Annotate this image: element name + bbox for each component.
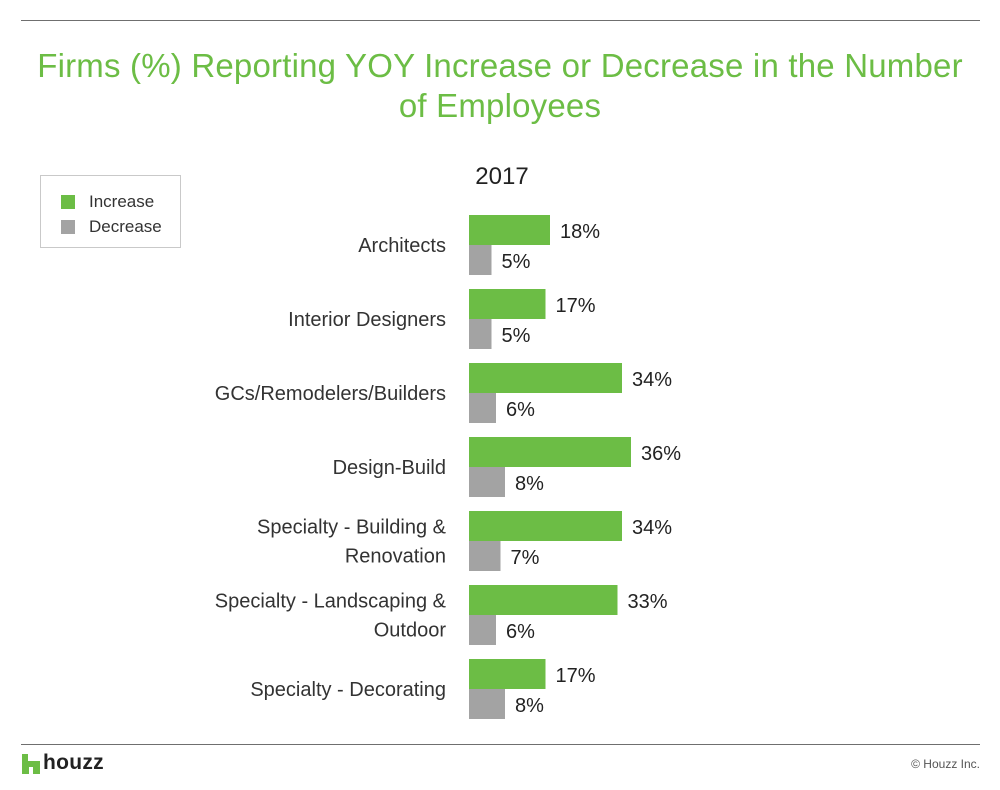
bar-increase <box>469 585 618 615</box>
legend-swatch-increase <box>61 195 75 209</box>
top-divider <box>21 20 980 21</box>
data-label-decrease: 5% <box>502 251 531 273</box>
bar-increase <box>469 363 622 393</box>
data-label-increase: 18% <box>560 221 600 243</box>
bar-increase <box>469 659 546 689</box>
bar-increase <box>469 437 631 467</box>
data-label-decrease: 8% <box>515 473 544 495</box>
data-label-decrease: 8% <box>515 695 544 717</box>
bar-decrease <box>469 393 496 423</box>
bar-decrease <box>469 467 505 497</box>
category-label: GCs/Remodelers/Builders <box>215 383 446 405</box>
data-label-increase: 34% <box>632 369 672 391</box>
legend: Increase Decrease <box>40 175 181 248</box>
bar-increase <box>469 511 622 541</box>
category-label: Specialty - Building & Renovation <box>257 517 447 568</box>
data-label-decrease: 5% <box>502 325 531 347</box>
bottom-divider <box>21 744 980 745</box>
houzz-icon <box>22 754 40 774</box>
bar-decrease <box>469 319 492 349</box>
page-title: Firms (%) Reporting YOY Increase or Decr… <box>37 47 963 124</box>
category-label: Architects <box>358 235 446 257</box>
bar-decrease <box>469 541 501 571</box>
category-label: Interior Designers <box>288 309 446 331</box>
data-label-decrease: 7% <box>511 547 540 569</box>
data-label-decrease: 6% <box>506 621 535 643</box>
data-label-increase: 33% <box>628 591 668 613</box>
bar-increase <box>469 215 550 245</box>
legend-label-decrease: Decrease <box>89 217 162 236</box>
category-label: Specialty - Decorating <box>250 679 446 701</box>
legend-label-increase: Increase <box>89 192 155 211</box>
brand-wordmark: houzz <box>43 751 104 774</box>
data-label-increase: 17% <box>556 295 596 317</box>
data-label-increase: 36% <box>641 443 681 465</box>
copyright: © Houzz Inc. <box>911 757 980 771</box>
bar-decrease <box>469 689 505 719</box>
category-label: Design-Build <box>333 457 446 479</box>
data-label-decrease: 6% <box>506 399 535 421</box>
bar-decrease <box>469 245 492 275</box>
bar-increase <box>469 289 546 319</box>
data-label-increase: 17% <box>556 665 596 687</box>
category-label: Specialty - Landscaping & Outdoor <box>215 591 447 642</box>
legend-swatch-decrease <box>61 220 75 234</box>
chart-title: 2017 <box>475 163 528 190</box>
bar-decrease <box>469 615 496 645</box>
data-label-increase: 34% <box>632 517 672 539</box>
